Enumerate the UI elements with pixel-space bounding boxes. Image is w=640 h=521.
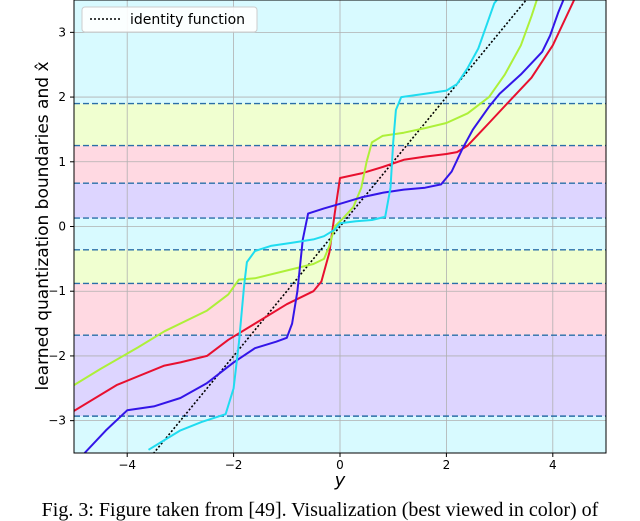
series-line-3 (83, 0, 565, 453)
series-line-4 (147, 0, 498, 451)
y-tick-label-3: 0 (58, 220, 66, 234)
quantization-boundary-lines (74, 102, 606, 417)
figure-caption: Fig. 3: Figure taken from [49]. Visualiz… (41, 500, 599, 521)
legend: identity function (81, 6, 258, 33)
x-axis-ticks: −4 −2 0 2 4 (118, 453, 557, 472)
x-tick-label-2: 0 (336, 458, 344, 472)
y-tick-label-1: −2 (48, 349, 66, 363)
y-axis-ticks: −3 −2 −1 0 1 2 3 (48, 25, 74, 428)
x-axis-label: y (334, 470, 346, 491)
x-tick-label-3: 2 (443, 458, 451, 472)
y-tick-label-0: −3 (48, 414, 66, 428)
series-lines (74, 0, 576, 453)
x-tick-label-1: −2 (225, 458, 243, 472)
y-tick-label-4: 1 (58, 155, 66, 169)
y-tick-label-2: −1 (48, 284, 66, 298)
legend-box (81, 6, 258, 33)
y-tick-label-6: 3 (58, 25, 66, 39)
x-tick-label-4: 4 (549, 458, 557, 472)
y-tick-label-5: 2 (58, 90, 66, 104)
y-axis-label: learned quantization boundaries and x̂ (33, 61, 53, 390)
series-line-2 (74, 0, 538, 386)
chart: −4 −2 0 2 4 −3 −2 −1 0 1 2 3 y learned quantizatio… (33, 0, 607, 491)
legend-identity-label: identity function (130, 12, 245, 28)
x-tick-label-0: −4 (118, 458, 136, 472)
series-line-1 (74, 0, 576, 412)
identity-line (152, 0, 528, 453)
